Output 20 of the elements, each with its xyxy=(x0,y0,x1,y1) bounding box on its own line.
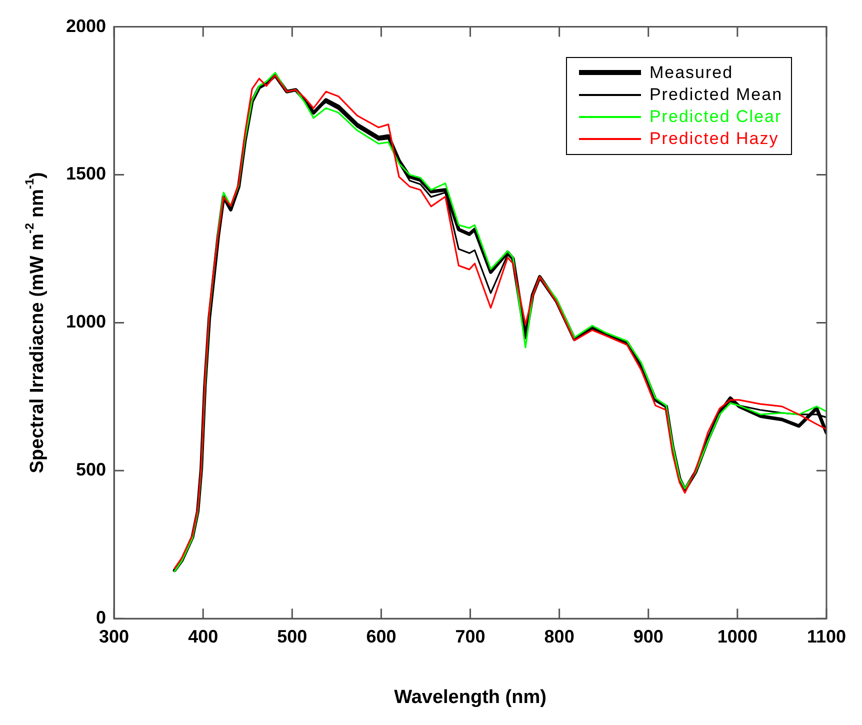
legend-label: Predicted Mean xyxy=(649,84,783,106)
y-tick-label: 0 xyxy=(96,608,106,628)
y-tick-label: 500 xyxy=(76,460,106,480)
x-tick-label: 600 xyxy=(366,626,396,646)
x-tick-label: 500 xyxy=(277,626,308,646)
x-axis-title: Wavelength (nm) xyxy=(394,686,546,708)
x-tick-label: 1000 xyxy=(717,626,758,646)
legend-label: Predicted Clear xyxy=(649,106,782,128)
y-tick-label: 2000 xyxy=(66,16,106,36)
y-axis-title: Spectral Irradiacne (mW m-2 nm-1) xyxy=(22,172,48,474)
y-tick-label: 1000 xyxy=(66,312,106,332)
x-tick-label: 1100 xyxy=(806,626,846,646)
y-tick-label: 1500 xyxy=(66,164,106,184)
x-tick-label: 900 xyxy=(633,626,664,646)
x-tick-label: 800 xyxy=(544,626,574,646)
legend-label: Measured xyxy=(649,62,734,84)
x-tick-label: 400 xyxy=(188,626,218,646)
x-tick-label: 300 xyxy=(99,626,130,646)
x-tick-label: 700 xyxy=(455,626,486,646)
legend-label: Predicted Hazy xyxy=(649,128,779,150)
